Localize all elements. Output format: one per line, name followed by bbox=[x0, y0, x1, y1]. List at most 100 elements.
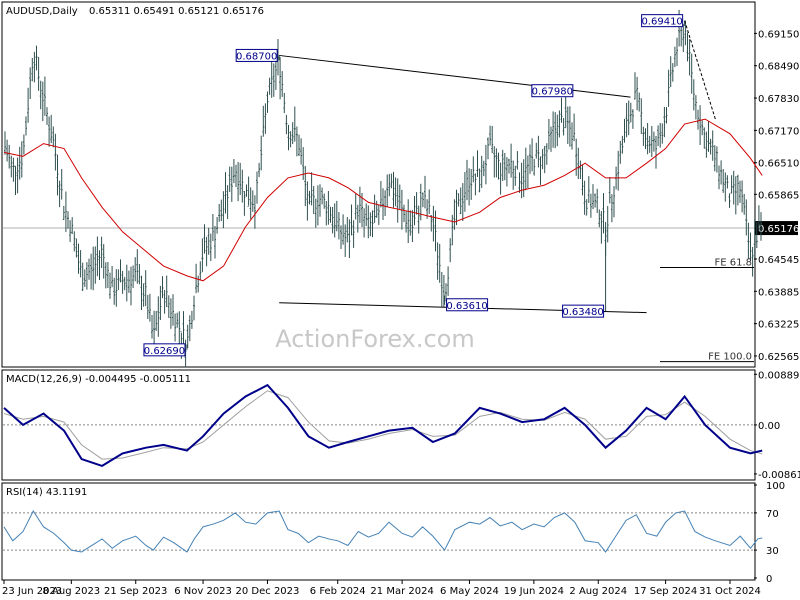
price-bar bbox=[361, 192, 363, 228]
price-bar bbox=[123, 276, 126, 291]
price-bar bbox=[646, 122, 649, 155]
price-bar bbox=[214, 225, 216, 259]
price-bar bbox=[566, 106, 569, 144]
price-bar bbox=[602, 193, 605, 234]
price-bar bbox=[182, 311, 185, 346]
price-bar bbox=[447, 266, 450, 296]
price-bar bbox=[518, 172, 521, 193]
price-y-tick-label: 0.69150 bbox=[758, 29, 799, 40]
price-bar bbox=[711, 130, 714, 161]
price-annotation-label: 0.63610 bbox=[446, 301, 487, 312]
price-bar bbox=[281, 71, 284, 97]
price-bar bbox=[245, 184, 248, 197]
price-bar bbox=[127, 270, 130, 293]
price-bar bbox=[713, 145, 716, 172]
price-bar bbox=[373, 194, 376, 223]
price-bar bbox=[369, 212, 372, 237]
price-bar bbox=[90, 253, 93, 290]
price-bar bbox=[377, 204, 380, 225]
macd-panel-frame bbox=[1, 369, 756, 481]
price-bar bbox=[251, 190, 254, 212]
price-bar bbox=[356, 204, 359, 233]
macd-layer: 0.008896 0.00 -0.008612 bbox=[3, 370, 800, 481]
price-bar bbox=[760, 212, 762, 241]
price-bar bbox=[741, 180, 744, 213]
price-bar bbox=[459, 187, 462, 214]
price-bar bbox=[335, 200, 338, 232]
price-bar bbox=[644, 128, 647, 150]
price-bar bbox=[161, 276, 164, 299]
rsi-line bbox=[3, 510, 763, 553]
price-bar bbox=[508, 158, 510, 174]
price-bar bbox=[291, 122, 294, 145]
price-bar bbox=[554, 112, 557, 149]
price-bar bbox=[22, 134, 25, 155]
price-bar bbox=[62, 205, 65, 221]
price-bar bbox=[289, 131, 292, 148]
price-bar bbox=[571, 122, 573, 150]
price-bar bbox=[115, 269, 118, 307]
price-y-tick-label: 0.63225 bbox=[758, 320, 799, 331]
price-bar bbox=[367, 205, 370, 239]
price-bar bbox=[169, 298, 172, 329]
price-bar bbox=[661, 123, 664, 144]
price-bar bbox=[438, 243, 441, 283]
price-bar bbox=[421, 192, 424, 208]
price-bar bbox=[253, 195, 256, 229]
price-bar bbox=[550, 126, 552, 152]
price-bar bbox=[623, 118, 626, 143]
price-bar bbox=[535, 142, 538, 159]
macd-line bbox=[3, 383, 763, 468]
price-bar bbox=[491, 125, 494, 154]
price-bar bbox=[652, 131, 655, 152]
price-y-tick-label: 0.68490 bbox=[758, 62, 799, 73]
price-bar bbox=[472, 156, 475, 183]
rsi-y-tick-label: 70 bbox=[766, 509, 779, 520]
price-bar bbox=[237, 161, 240, 202]
price-bar bbox=[264, 103, 267, 134]
price-bar bbox=[79, 250, 82, 278]
price-bar bbox=[96, 236, 99, 277]
price-bar bbox=[407, 199, 410, 244]
price-bar bbox=[358, 186, 361, 223]
price-bar bbox=[172, 294, 174, 326]
price-bar bbox=[417, 205, 420, 234]
price-bar bbox=[650, 126, 653, 157]
price-bar bbox=[37, 56, 40, 91]
price-bar bbox=[270, 56, 273, 98]
price-bar bbox=[73, 231, 76, 252]
price-bar bbox=[230, 166, 233, 202]
x-tick-label: 6 May 2024 bbox=[440, 586, 499, 597]
price-bar bbox=[60, 168, 63, 200]
price-bar bbox=[350, 204, 353, 236]
price-bar bbox=[755, 221, 758, 249]
x-tick-label: 6 Nov 2023 bbox=[174, 586, 232, 597]
price-bar bbox=[432, 205, 435, 242]
price-bar bbox=[592, 184, 594, 210]
price-annotation-label: 0.63480 bbox=[562, 307, 603, 318]
price-bar bbox=[613, 186, 615, 218]
x-tick-label: 31 Oct 2024 bbox=[699, 586, 761, 597]
price-bar bbox=[117, 269, 120, 291]
price-bar bbox=[98, 250, 101, 281]
price-bar bbox=[703, 127, 706, 149]
price-bar bbox=[174, 313, 177, 342]
price-bar bbox=[505, 157, 508, 187]
price-bar bbox=[384, 190, 387, 216]
price-bar bbox=[636, 76, 639, 111]
price-bar bbox=[203, 224, 206, 254]
x-tick-label: 17 Sep 2024 bbox=[634, 586, 697, 597]
price-bar bbox=[718, 165, 720, 190]
price-bar bbox=[312, 186, 315, 214]
price-bar bbox=[707, 121, 710, 152]
price-bar bbox=[495, 148, 498, 178]
price-bar bbox=[20, 141, 23, 178]
price-bar bbox=[106, 262, 109, 289]
price-bar bbox=[363, 208, 366, 238]
price-bar bbox=[272, 63, 275, 97]
price-bar bbox=[140, 275, 143, 311]
fe-level-label: FE 100.0 bbox=[708, 352, 752, 363]
price-bar bbox=[655, 136, 657, 169]
price-bar bbox=[184, 339, 187, 368]
rsi-y-tick-label: 0 bbox=[766, 574, 772, 585]
